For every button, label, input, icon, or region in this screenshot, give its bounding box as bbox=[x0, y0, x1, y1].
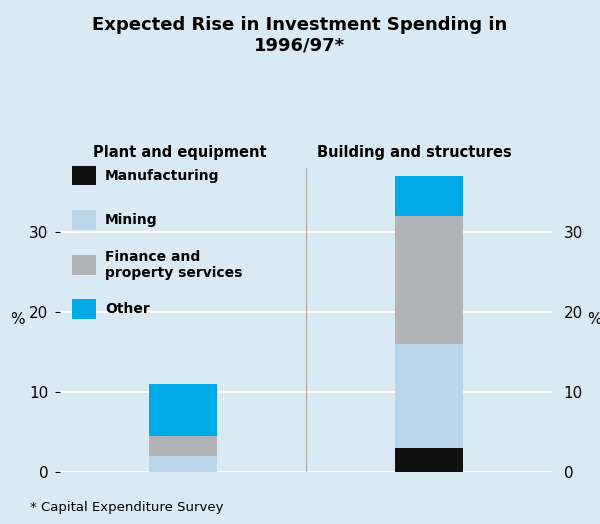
Bar bbox=[149, 455, 217, 472]
Bar bbox=[149, 435, 217, 455]
Text: Building and structures: Building and structures bbox=[317, 145, 511, 160]
Text: Manufacturing: Manufacturing bbox=[105, 169, 220, 182]
Y-axis label: %: % bbox=[10, 312, 25, 327]
Bar bbox=[149, 384, 217, 435]
Bar bbox=[395, 216, 463, 344]
Bar bbox=[395, 447, 463, 472]
Text: Plant and equipment: Plant and equipment bbox=[93, 145, 267, 160]
Text: Mining: Mining bbox=[105, 213, 158, 227]
Bar bbox=[395, 344, 463, 447]
Bar bbox=[395, 176, 463, 216]
Text: Finance and
property services: Finance and property services bbox=[105, 249, 242, 280]
Text: Other: Other bbox=[105, 302, 150, 316]
Y-axis label: %: % bbox=[587, 312, 600, 327]
Text: Expected Rise in Investment Spending in
1996/97*: Expected Rise in Investment Spending in … bbox=[92, 16, 508, 54]
Text: * Capital Expenditure Survey: * Capital Expenditure Survey bbox=[30, 500, 223, 514]
